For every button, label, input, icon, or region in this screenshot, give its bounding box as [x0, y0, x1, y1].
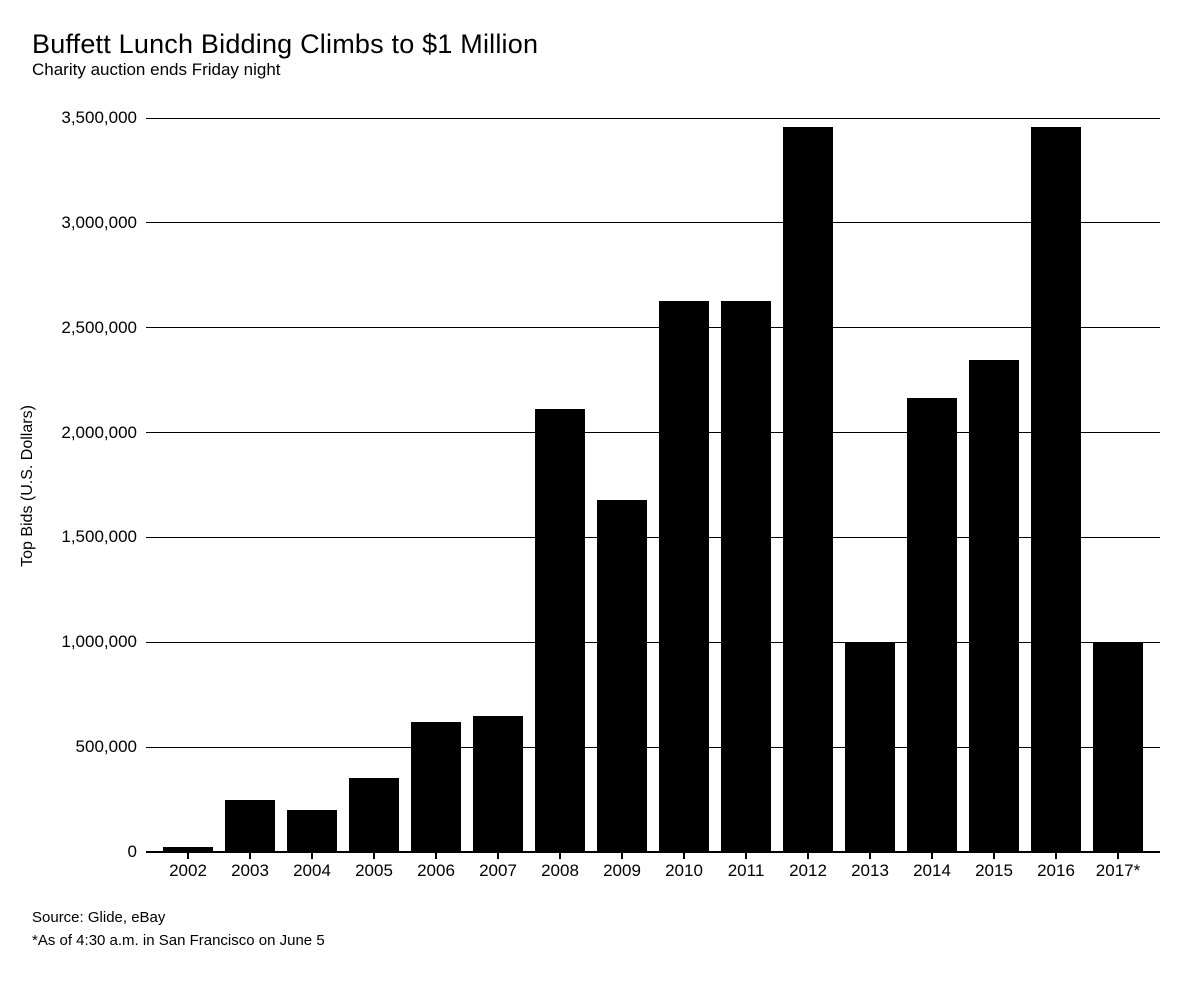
x-tick-2011	[745, 852, 747, 859]
x-tick-label-2017*: 2017*	[1095, 861, 1141, 880]
bar-2010	[659, 301, 709, 852]
y-tick-label: 2,500,000	[61, 317, 137, 337]
y-tick-label: 3,500,000	[61, 108, 137, 127]
source-line: Source: Glide, eBay	[32, 909, 166, 926]
bar-2011	[721, 301, 771, 852]
x-tick-2007	[497, 852, 499, 859]
bar-2006	[411, 721, 461, 852]
bar-2008	[535, 409, 585, 852]
y-tick-label: 2,000,000	[61, 422, 137, 442]
x-tick-label-2004: 2004	[293, 861, 331, 880]
plot-area: 2002 2003 2004 2005 2006 2007 2008 2009 2010 2011…	[146, 117, 1160, 880]
bar-2012	[783, 127, 833, 852]
x-tick-2005	[373, 852, 375, 859]
x-tick-2002	[187, 852, 189, 859]
bar-2007	[473, 715, 523, 852]
bar-2013	[845, 642, 895, 852]
x-tick-label-2002: 2002	[169, 861, 207, 880]
x-tick-label-2006: 2006	[417, 861, 455, 880]
y-tick-label: 3,000,000	[61, 212, 137, 232]
x-tick-2009	[621, 852, 623, 859]
x-tick-label-2015: 2015	[975, 861, 1013, 880]
gridline-1,000,000	[146, 641, 1160, 643]
x-tick-label-2010: 2010	[665, 861, 703, 880]
x-tick-2008	[559, 852, 561, 859]
gridline-500,000	[146, 746, 1160, 748]
gridline-2,500,000	[146, 327, 1160, 329]
x-tick-label-2012: 2012	[789, 861, 827, 880]
x-tick-label-2013: 2013	[851, 861, 889, 880]
footnote-line: *As of 4:30 a.m. in San Francisco on Jun…	[32, 932, 325, 949]
y-tick-label: 1,000,000	[61, 632, 137, 652]
bar-2017*	[1093, 642, 1143, 852]
x-axis-line	[146, 851, 1160, 853]
x-tick-2004	[311, 852, 313, 859]
bar-2016	[1031, 127, 1081, 852]
y-tick-label: 0	[127, 842, 137, 861]
x-tick-2012	[807, 852, 809, 859]
gridline-3,000,000	[146, 222, 1160, 224]
chart-title: Buffett Lunch Bidding Climbs to $1 Milli…	[32, 29, 539, 59]
x-tick-2017*	[1117, 852, 1119, 859]
bar-2002	[163, 846, 213, 852]
y-tick-label: 500,000	[75, 737, 137, 757]
x-tick-label-2007: 2007	[479, 861, 517, 880]
x-tick-2016	[1055, 852, 1057, 859]
y-axis-tick-labels: 0 500,000 1,000,000 1,500,000 2,000,000 2,500…	[0, 108, 137, 861]
x-tick-label-2005: 2005	[355, 861, 393, 880]
x-tick-label-2014: 2014	[913, 861, 951, 880]
x-tick-2014	[931, 852, 933, 859]
x-tick-label-2008: 2008	[541, 861, 579, 880]
x-tick-2015	[993, 852, 995, 859]
x-tick-label-2016: 2016	[1037, 861, 1075, 880]
x-tick-label-2009: 2009	[603, 861, 641, 880]
gridline-3,500,000	[146, 117, 1160, 119]
x-tick-label-2003: 2003	[231, 861, 269, 880]
gridline-2,000,000	[146, 432, 1160, 434]
bar-2005	[349, 778, 399, 852]
bar-2004	[287, 809, 337, 852]
x-tick-2010	[683, 852, 685, 859]
bar-2015	[969, 360, 1019, 852]
x-tick-2003	[249, 852, 251, 859]
bar-2003	[225, 799, 275, 852]
x-tick-2006	[435, 852, 437, 859]
bar-2014	[907, 397, 957, 852]
y-tick-label: 1,500,000	[61, 527, 137, 547]
chart-subtitle: Charity auction ends Friday night	[32, 60, 281, 79]
x-tick-label-2011: 2011	[727, 861, 765, 880]
source-block: Source: Glide, eBay *As of 4:30 a.m. in …	[32, 906, 325, 952]
gridline-1,500,000	[146, 536, 1160, 538]
bar-2009	[597, 499, 647, 852]
x-tick-2013	[869, 852, 871, 859]
